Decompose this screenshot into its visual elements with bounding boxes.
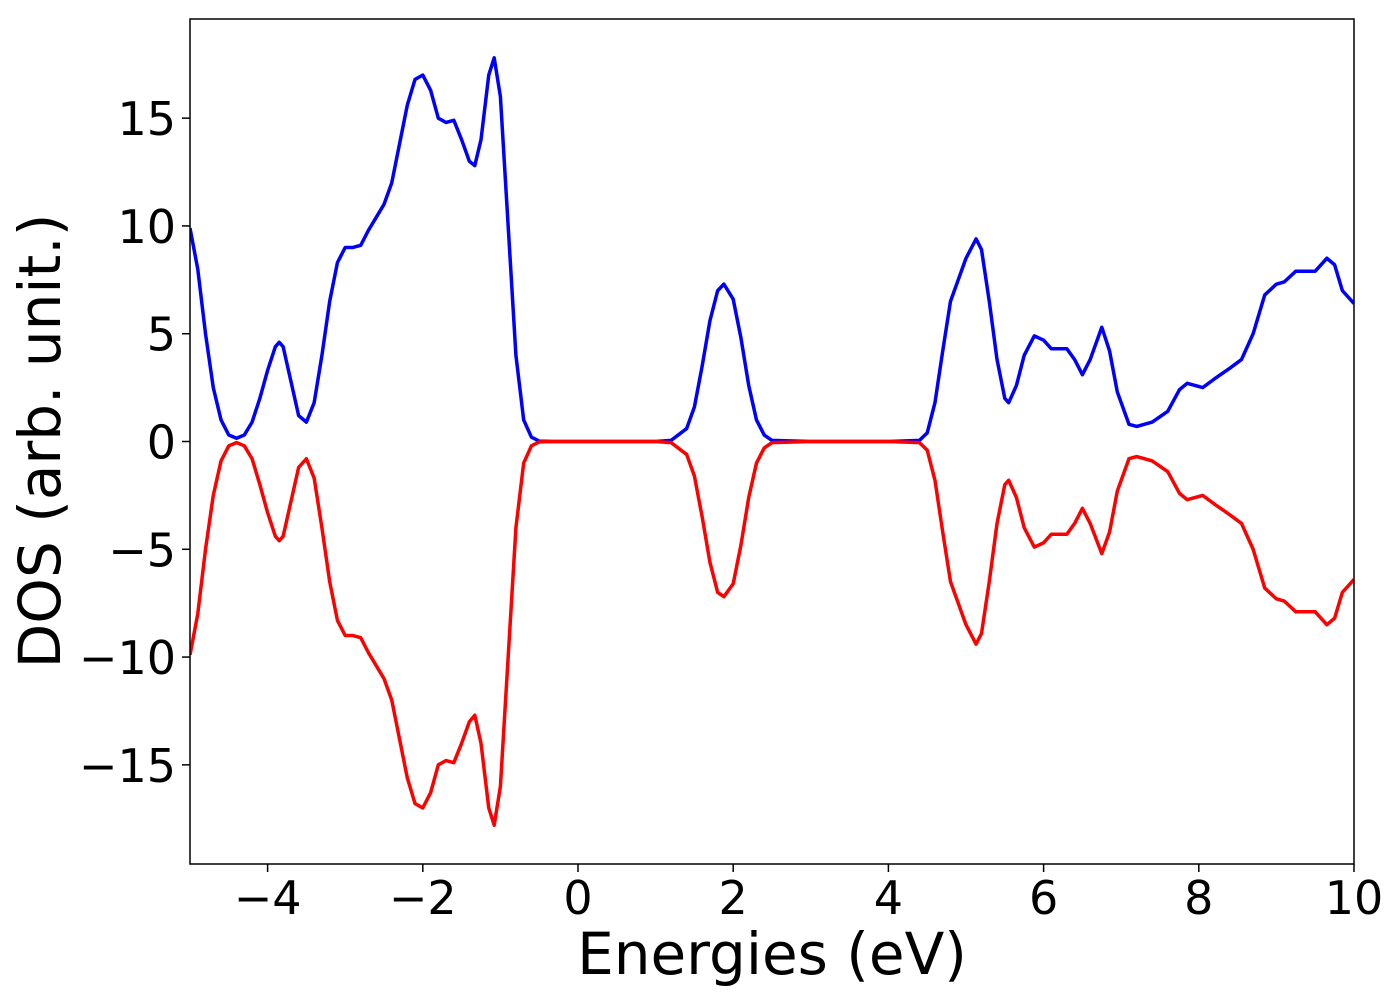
y-tick-label: −15 [79, 739, 176, 793]
x-tick-label: −4 [234, 871, 302, 925]
dos-line [190, 56, 1354, 444]
x-tick-label: 8 [1184, 871, 1213, 925]
x-tick-label: −2 [389, 871, 457, 925]
x-tick-label: 10 [1325, 871, 1384, 925]
y-tick-label: −10 [79, 631, 176, 685]
y-tick-label: 0 [147, 416, 176, 470]
x-tick-label: 0 [563, 871, 592, 925]
x-axis-label: Energies (eV) [577, 920, 967, 988]
x-tick-label: 6 [1029, 871, 1058, 925]
y-tick-label: −5 [108, 523, 176, 577]
y-tick-label: 15 [117, 92, 176, 146]
x-tick-label: 4 [874, 871, 903, 925]
x-tick-label: 2 [719, 871, 748, 925]
y-tick-label: 10 [117, 200, 176, 254]
dos-line [190, 439, 1354, 827]
y-tick-label: 5 [147, 308, 176, 362]
plot-frame [189, 18, 1355, 865]
y-axis-label: DOS (arb. unit.) [6, 214, 74, 669]
